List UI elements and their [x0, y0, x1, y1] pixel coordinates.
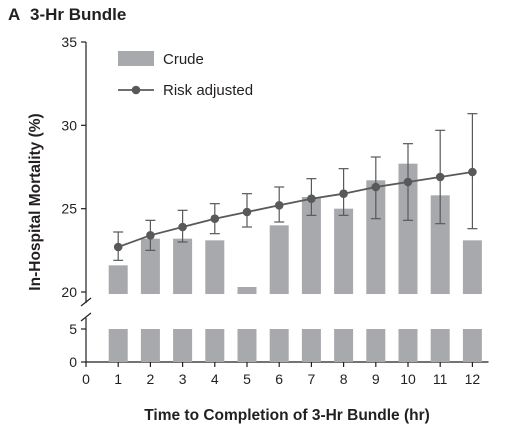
x-tick-label: 7	[308, 371, 316, 387]
crude-bar-lower	[430, 329, 450, 362]
risk-adjusted-series	[113, 113, 478, 261]
axis-break-mark	[80, 297, 92, 307]
risk-adjusted-line	[117, 171, 473, 248]
risk-adjusted-point	[403, 177, 413, 187]
crude-bar	[140, 238, 160, 294]
x-tick-label: 6	[275, 371, 283, 387]
crude-bar-lower	[108, 329, 128, 362]
y-tick-label: 5	[69, 321, 77, 337]
crude-bar-lower	[140, 329, 160, 362]
legend: Crude Risk adjusted	[118, 51, 253, 99]
crude-bar	[205, 240, 225, 294]
x-tick-label: 11	[433, 371, 448, 387]
crude-bar-lower	[237, 329, 257, 362]
crude-bar	[173, 238, 193, 294]
x-tick-label: 9	[372, 371, 380, 387]
y-tick-label: 30	[61, 117, 77, 133]
risk-adjusted-point	[339, 189, 348, 198]
crude-bar	[301, 197, 321, 294]
risk-adjusted-point	[113, 242, 123, 252]
x-tick-label: 10	[400, 371, 416, 387]
crude-bar-lower	[366, 329, 386, 362]
y-tick-label: 25	[61, 201, 77, 217]
crude-bar	[237, 287, 257, 294]
crude-bar	[366, 180, 386, 294]
crude-bar	[108, 265, 128, 294]
x-tick-label: 3	[179, 371, 187, 387]
risk-adjusted-point	[371, 182, 381, 192]
crude-bar-lower	[462, 329, 482, 362]
x-tick-label: 8	[340, 371, 348, 387]
risk-adjusted-point	[274, 201, 284, 210]
x-tick-label: 12	[465, 371, 481, 387]
panel-letter: A	[8, 5, 21, 24]
legend-swatch-risk-point	[131, 85, 141, 95]
crude-bar-lower	[334, 329, 354, 362]
risk-adjusted-point	[435, 172, 445, 182]
x-tick-label: 5	[243, 371, 251, 387]
risk-adjusted-point	[146, 231, 155, 240]
axis-break-mark	[80, 312, 92, 322]
y-tick-label: 0	[69, 354, 77, 370]
crude-bar	[398, 163, 418, 294]
crude-bar-lower	[269, 329, 289, 362]
x-tick-label: 4	[211, 371, 219, 387]
crude-bar	[334, 208, 354, 294]
x-tick-label: 1	[114, 371, 122, 387]
crude-bar-lower	[398, 329, 418, 362]
crude-bar-lower	[301, 329, 321, 362]
axis-labels: Time to Completion of 3-Hr Bundle (hr) In…	[27, 113, 430, 424]
x-axis-label: Time to Completion of 3-Hr Bundle (hr)	[144, 407, 430, 424]
crude-bar	[269, 225, 289, 294]
crude-bar	[462, 240, 482, 294]
risk-adjusted-point	[468, 167, 477, 177]
crude-bar	[430, 195, 450, 294]
x-tick-label: 2	[147, 371, 155, 387]
crude-bars	[108, 163, 482, 362]
risk-adjusted-point	[178, 222, 187, 232]
legend-label-risk-adjusted: Risk adjusted	[163, 82, 253, 99]
risk-adjusted-point	[307, 194, 316, 203]
y-axis-label: In-Hospital Mortality (%)	[27, 113, 44, 290]
crude-bar-lower	[205, 329, 225, 362]
crude-bar-lower	[173, 329, 193, 362]
y-tick-label: 35	[61, 34, 77, 50]
x-tick-label: 0	[82, 371, 90, 387]
legend-label-crude: Crude	[163, 51, 204, 68]
risk-adjusted-point	[210, 214, 220, 223]
risk-adjusted-point	[242, 207, 252, 217]
chart-title: 3-Hr Bundle	[30, 5, 127, 24]
legend-swatch-crude	[118, 51, 154, 66]
y-tick-label: 20	[61, 284, 77, 300]
